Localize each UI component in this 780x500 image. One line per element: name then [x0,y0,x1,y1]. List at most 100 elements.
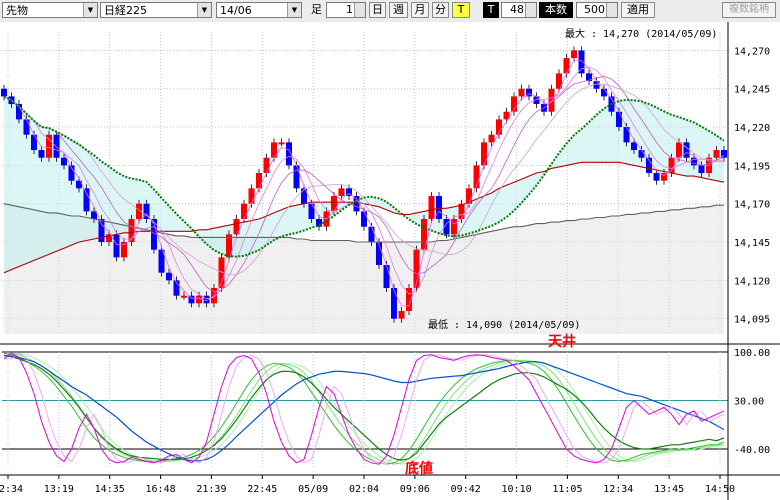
apply-button[interactable]: 適用 [621,2,655,18]
candle [331,196,337,212]
osc-tick-label: 100.00 [734,348,770,359]
x-tick-label: 02:04 [349,484,379,495]
candle [631,142,637,151]
candle [38,150,45,158]
osc-line [4,352,725,465]
candle [173,280,180,296]
candle [61,157,67,166]
ma-cloud [4,96,724,273]
x-tick-label: 09:42 [451,484,481,495]
tick-button[interactable]: T [452,2,470,18]
candle [76,180,82,189]
candle [586,73,592,82]
candle [226,234,232,258]
candle [593,81,600,89]
candle [263,157,270,174]
candle [301,188,307,204]
y-tick-label: 14,145 [734,238,770,249]
candle [721,150,727,158]
x-tick-label: 12:34 [0,484,23,495]
ma-3 [3,60,725,307]
candle [23,119,30,135]
candle [653,173,660,181]
index-select[interactable]: 日経225 ▼ [100,2,212,18]
chevron-down-icon[interactable]: ▼ [197,3,211,17]
spinner-icon[interactable] [354,3,365,17]
candle [383,265,390,289]
x-tick-label: 21:39 [196,484,226,495]
y-tick-label: 14,170 [734,200,770,211]
multi-symbol-button[interactable]: 複数銘柄 [722,2,776,18]
osc-line [3,354,725,462]
candle [518,88,525,97]
ashi-input[interactable]: 1 [326,2,366,18]
x-tick-label: 22:45 [247,484,277,495]
spinner-icon[interactable] [606,3,617,17]
osc-line [3,352,725,465]
ma-8 [3,75,725,293]
candle [421,219,427,250]
candle [428,196,435,220]
candle [128,219,135,243]
chevron-down-icon[interactable]: ▼ [287,3,301,17]
candle [241,203,247,220]
candle [113,234,120,258]
y-tick-label: 14,245 [734,85,770,96]
candle [196,295,202,304]
candle [466,188,472,204]
count-value: 500 [584,3,605,16]
candle [496,119,502,135]
osc-line [4,352,725,465]
spinner-icon[interactable] [525,3,536,17]
candle [16,104,22,120]
ashi-value: 1 [346,3,353,16]
candle [338,188,345,197]
y-tick-label: 14,120 [734,276,770,287]
candle [616,111,622,128]
candle [391,288,397,319]
x-tick-label: 05/09 [298,484,328,495]
contract-select[interactable]: 14/06 ▼ [216,2,302,18]
candle [413,249,420,289]
count-label: 本数 [539,2,573,18]
candle [346,188,352,197]
candle [151,219,157,250]
t-input[interactable]: 48 [501,2,537,18]
candle [481,142,487,166]
week-button[interactable]: 週 [389,2,408,18]
ashi-label: 足 [311,3,322,16]
candle [691,157,697,166]
candle [578,50,585,74]
x-tick-label: 09:06 [400,484,430,495]
candle [571,50,577,59]
month-button[interactable]: 月 [411,2,429,18]
candle [98,219,105,243]
minute-button[interactable]: 分 [432,2,449,18]
instrument-select[interactable]: 先物 ▼ [2,2,98,18]
candle [233,219,240,235]
ma-very-long [3,203,724,243]
y-tick-label: 14,270 [734,46,770,57]
count-input[interactable]: 500 [576,2,618,18]
candle [361,211,367,227]
x-tick-label: 14:35 [95,484,125,495]
osc-line [3,354,725,461]
candle [473,165,480,189]
chart-area: 14,270 14,245 14,220 14,195 14,170 14,145 14,1… [0,22,780,500]
day-button[interactable]: 日 [369,2,386,18]
x-tick-label: 13:19 [44,484,74,495]
chevron-down-icon[interactable]: ▼ [83,3,97,17]
candle [286,142,292,166]
t-label: T [483,2,499,18]
candle [218,257,225,289]
candle [458,203,465,220]
candle [683,142,690,158]
candle [316,219,322,227]
candle [353,196,360,212]
candle [248,188,255,204]
osc-tick-label: 30.00 [734,396,764,407]
candle [526,88,532,97]
y-tick-label: 14,195 [734,161,770,172]
candle [503,111,510,120]
candle [406,288,412,312]
